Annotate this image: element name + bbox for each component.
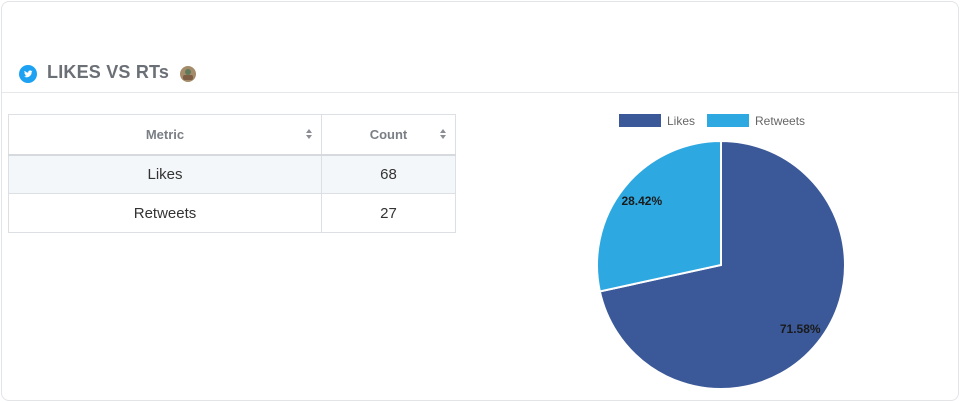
column-header-label: Count [369,126,408,142]
cell-count: 27 [321,193,456,233]
column-header-metric[interactable]: Metric [8,114,322,156]
legend-label-likes[interactable]: Likes [667,114,695,128]
cell-count: 68 [321,154,456,194]
card-header: LIKES VS RTs [2,2,958,93]
pie-chart: Likes Retweets 71.58% 28.42% [596,114,846,390]
avatar[interactable] [180,66,196,82]
legend-label-retweets[interactable]: Retweets [755,114,805,128]
metrics-table: Metric Count Likes 68 Retweets [8,114,456,233]
pie-slice-retweets[interactable] [596,139,722,293]
pie-label-likes: 71.58% [780,322,821,336]
table-row: Likes 68 [8,154,456,194]
column-header-label: Metric [145,126,185,142]
table-row: Retweets 27 [8,193,456,233]
column-header-count[interactable]: Count [321,114,456,156]
pie-label-retweets: 28.42% [621,194,662,208]
card-title: LIKES VS RTs [47,62,170,82]
sort-icon[interactable] [305,128,313,140]
pie-slice-likes[interactable] [598,139,846,390]
table-header-row: Metric Count [8,114,456,156]
twitter-icon [19,65,37,83]
cell-metric: Likes [8,154,322,194]
sort-icon[interactable] [439,128,447,140]
cell-metric: Retweets [8,193,322,233]
legend-swatch-retweets[interactable] [707,114,750,127]
legend-swatch-likes[interactable] [619,114,661,127]
